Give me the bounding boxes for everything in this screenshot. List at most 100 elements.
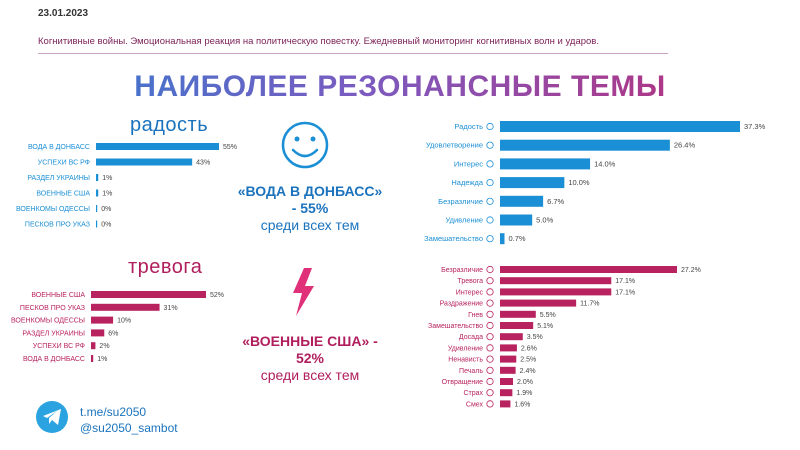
category-label: Удовлетворение (426, 141, 483, 150)
anxiety-icon (486, 277, 494, 285)
confusion-icon (486, 321, 494, 330)
bar (500, 288, 612, 296)
data-label: 0% (101, 222, 111, 229)
bar (500, 378, 514, 385)
joy-callout: «ВОДА В ДОНБАСС» - 55% среди всех тем (220, 183, 400, 234)
data-label: 26.4% (674, 141, 696, 150)
hatred-icon (486, 355, 494, 363)
bar (96, 174, 99, 181)
category-label: ПЕСКОВ ПРО УКАЗ (25, 222, 90, 229)
disgust-icon (486, 377, 494, 386)
data-label: 5.1% (537, 323, 553, 330)
fear-icon (486, 389, 494, 397)
lightning-bolt-icon (293, 268, 314, 316)
data-label: 5.5% (540, 312, 556, 319)
joy-callout-title: «ВОДА В ДОНБАСС» (237, 183, 383, 199)
data-label: 2% (99, 343, 109, 350)
telegram-bot-link[interactable]: @su2050_sambot (80, 421, 178, 435)
joy-callout-value: - 55% (291, 200, 329, 216)
bar (500, 266, 677, 273)
data-label: 1% (102, 175, 112, 182)
category-label: Интерес (454, 159, 483, 168)
bar (500, 158, 591, 170)
category-label: Ненависть (448, 357, 483, 364)
bar (500, 177, 565, 189)
surprise-icon (486, 344, 494, 352)
bar (500, 121, 740, 132)
main-title: НАИБОЛЕЕ РЕЗОНАНСНЫЕ ТЕМЫ (0, 70, 800, 104)
bar (91, 329, 105, 337)
data-label: 55% (223, 144, 237, 151)
category-label: Замешательство (428, 323, 483, 330)
category-label: Радость (454, 122, 483, 131)
anxiety-callout: «ВОЕННЫЕ США» - 52% среди всех тем (220, 333, 400, 384)
category-label: Замешательство (424, 234, 483, 243)
data-label: 27.2% (681, 267, 701, 274)
category-label: Смех (466, 401, 484, 408)
category-label: Безразличие (438, 197, 483, 206)
data-label: 10% (117, 318, 131, 325)
category-label: Тревога (458, 278, 484, 285)
bar (96, 205, 98, 212)
data-label: 11.7% (580, 301, 599, 308)
bar (500, 389, 513, 397)
data-label: 17.1% (615, 289, 635, 296)
category-label: Досада (459, 334, 483, 341)
category-label: ВОЕННЫЕ США (36, 191, 90, 198)
category-label: Гнев (468, 312, 483, 319)
telegram-icon[interactable] (36, 401, 68, 433)
category-label: ПЕСКОВ ПРО УКАЗ (20, 305, 85, 312)
data-label: 2.5% (520, 357, 536, 364)
indifference-icon (486, 265, 494, 274)
smiley-face-icon (281, 121, 329, 169)
bar (500, 299, 577, 307)
bar (91, 355, 94, 362)
bar (91, 316, 114, 324)
bar (500, 139, 670, 151)
category-label: РАЗДЕЛ УКРАИНЫ (27, 175, 90, 182)
category-label: Надежда (451, 178, 483, 187)
bar (500, 322, 534, 329)
report-subtitle: Когнитивные войны. Эмоциональная реакция… (38, 36, 599, 47)
anxiety-section-title: тревога (128, 256, 203, 278)
bar (500, 333, 523, 341)
data-label: 43% (196, 160, 210, 167)
anger-icon (486, 310, 494, 318)
joy-section-title: радость (130, 114, 209, 136)
category-label: РАЗДЕЛ УКРАИНЫ (22, 330, 85, 337)
irritation-icon (486, 299, 494, 307)
bar (500, 400, 511, 408)
telegram-channel-link[interactable]: t.me/su2050 (80, 405, 147, 419)
sadness-icon (486, 366, 494, 374)
bar (500, 277, 612, 285)
category-label: ВОДА В ДОНБАСС (28, 144, 90, 151)
category-label: Отвращение (442, 379, 484, 386)
data-label: 1.6% (514, 401, 530, 408)
category-label: Интерес (456, 289, 484, 296)
category-label: Удивление (445, 216, 483, 225)
bar (96, 189, 99, 197)
data-label: 14.0% (594, 159, 616, 168)
hope-icon (486, 179, 494, 187)
bar (500, 344, 517, 352)
category-label: Раздражение (440, 301, 484, 308)
data-label: 0.7% (509, 234, 526, 243)
bar (91, 291, 206, 298)
annoyance-icon (486, 333, 494, 341)
report-date: 23.01.2023 (38, 8, 89, 19)
laughter-icon (486, 400, 494, 408)
anxiety-callout-title: «ВОЕННЫЕ США» - (242, 333, 378, 349)
data-label: 37.3% (744, 122, 766, 131)
anxiety-callout-value: 52% (295, 350, 325, 366)
category-label: ВОДА В ДОНБАСС (23, 356, 85, 363)
bar (500, 233, 505, 245)
bar (96, 220, 98, 228)
data-label: 1% (97, 356, 107, 363)
data-label: 17.1% (615, 278, 635, 285)
anxiety-callout-note: среди всех тем (260, 367, 360, 383)
category-label: ВОЕННЫЕ США (31, 292, 85, 299)
bar (91, 303, 160, 311)
interest-icon (486, 160, 494, 168)
data-label: 1.9% (516, 390, 532, 397)
